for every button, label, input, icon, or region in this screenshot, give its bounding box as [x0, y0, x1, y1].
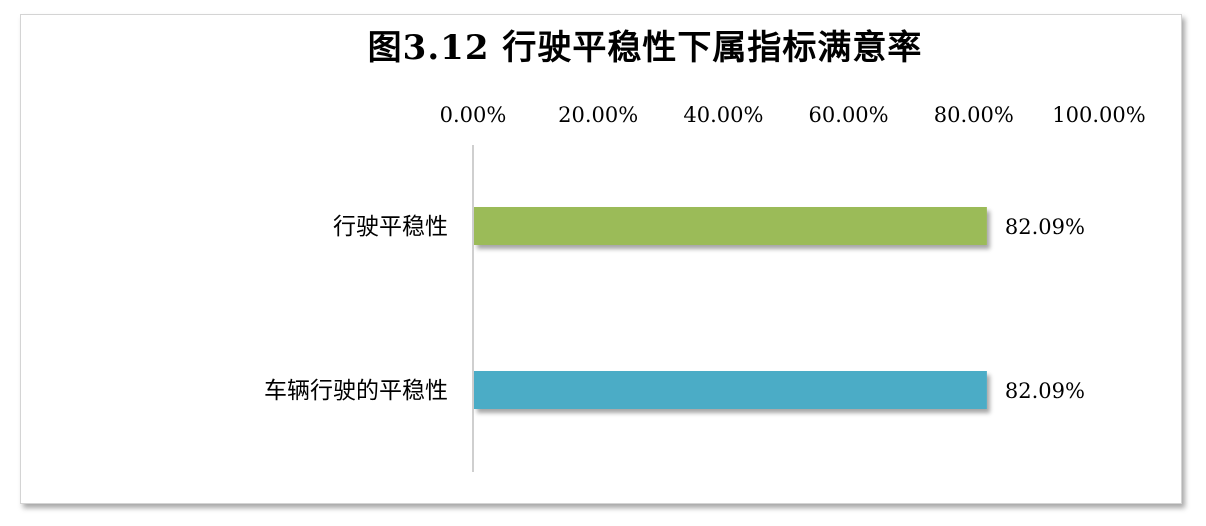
bar	[474, 207, 987, 245]
x-tick-label: 40.00%	[683, 103, 763, 127]
category-label: 行驶平稳性	[333, 214, 448, 240]
data-label: 82.09%	[1005, 215, 1085, 239]
category-label: 车辆行驶的平稳性	[264, 378, 448, 404]
x-tick-label: 60.00%	[809, 103, 889, 127]
bars	[474, 207, 987, 409]
x-tick-label: 0.00%	[440, 103, 507, 127]
chart-frame	[20, 14, 1182, 504]
labels: 行驶平稳性 82.09% 车辆行驶的平稳性 82.09%	[264, 214, 1085, 404]
x-tick-label: 20.00%	[558, 103, 638, 127]
data-label: 82.09%	[1005, 379, 1085, 403]
x-tick-label: 100.00%	[1052, 103, 1145, 127]
chart-title: 图3.12 行驶平稳性下属指标满意率	[367, 28, 923, 68]
bar	[474, 371, 987, 409]
x-tick-label: 80.00%	[934, 103, 1014, 127]
x-tick-labels: 0.00% 20.00% 40.00% 60.00% 80.00% 100.00%	[440, 103, 1146, 127]
